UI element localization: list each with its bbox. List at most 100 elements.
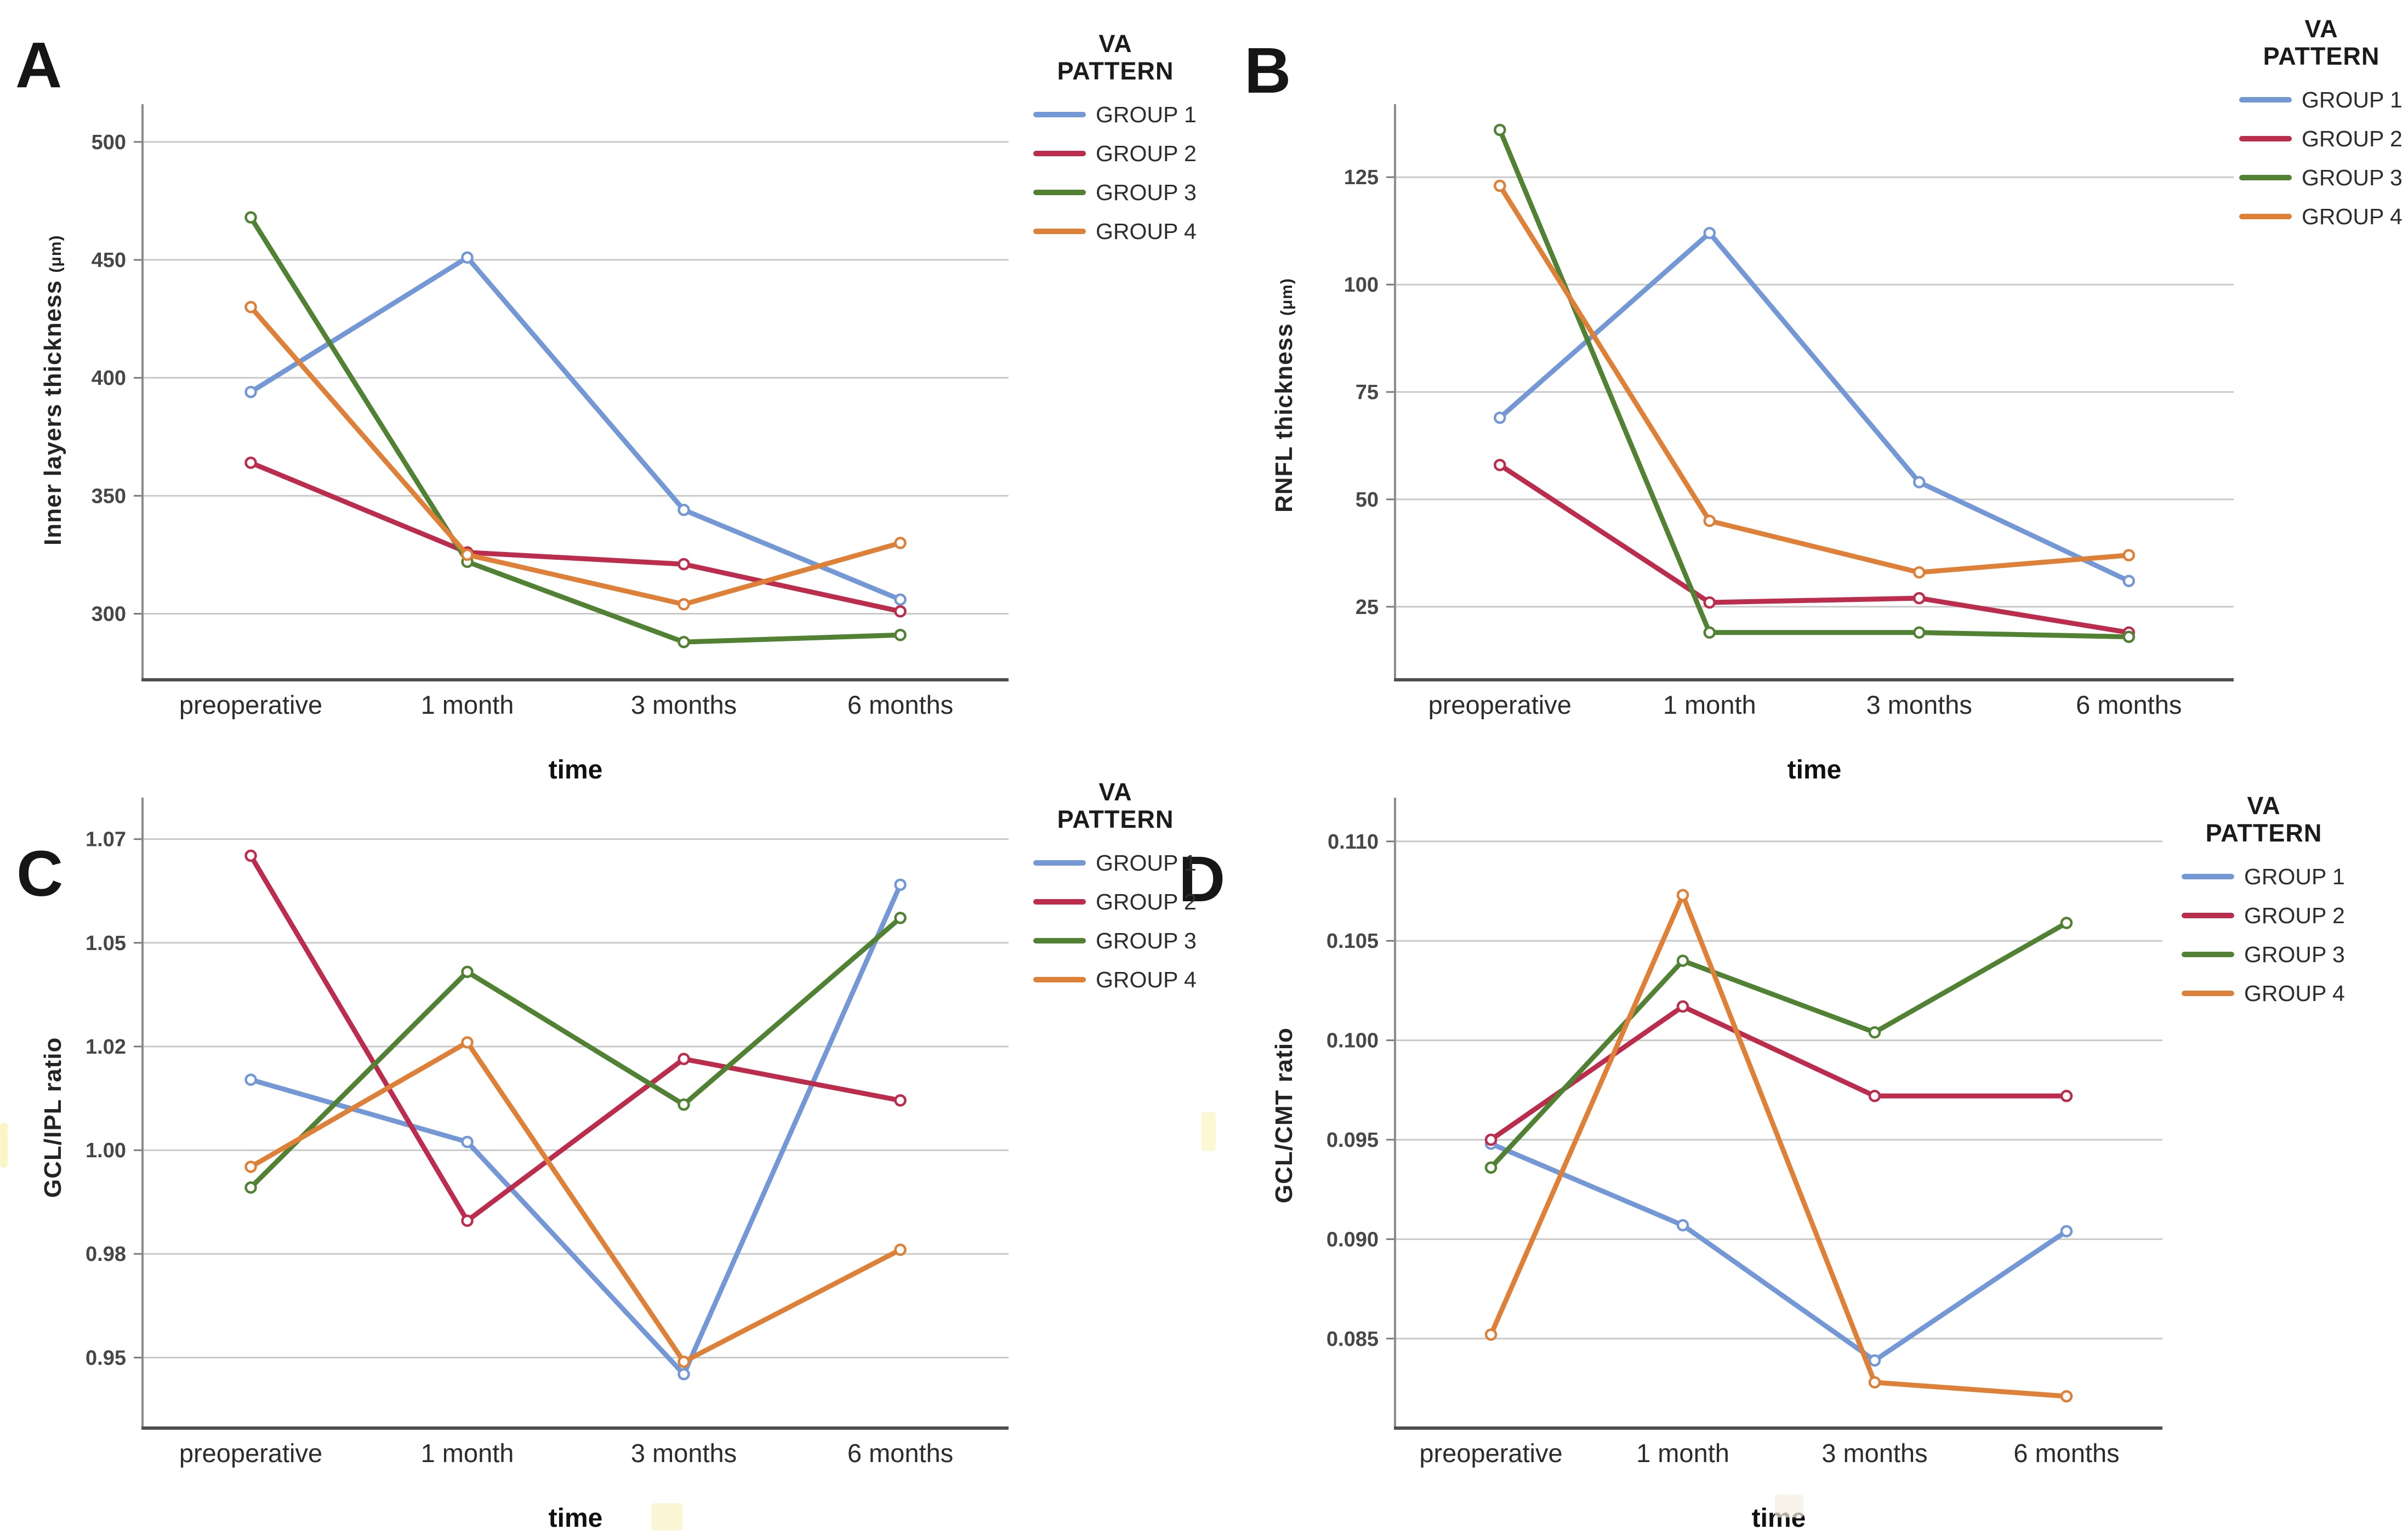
data-point-marker	[1913, 566, 1926, 579]
legend-entry-label: GROUP 4	[1096, 218, 1197, 244]
y-tick-label: 0.090	[1327, 1228, 1379, 1251]
series-line-group-2	[248, 460, 903, 614]
data-point-marker	[461, 548, 474, 561]
data-point-marker	[894, 605, 907, 618]
legend-entry-label: GROUP 2	[1096, 889, 1197, 914]
y-tick-label: 0.110	[1328, 831, 1379, 854]
legend-entry: GROUP 4	[2239, 204, 2404, 230]
data-point-marker	[244, 211, 257, 224]
y-tick-label: 1.02	[86, 1036, 126, 1059]
legend-line-swatch	[1033, 112, 1086, 118]
legend-line-swatch	[2182, 874, 2234, 880]
data-point-marker	[1868, 1376, 1881, 1389]
panel-c-letter: C	[16, 838, 64, 910]
data-point-marker	[1676, 889, 1689, 902]
legend-title: VA PATTERN	[1033, 778, 1198, 834]
y-tick-label: 0.105	[1327, 930, 1379, 953]
legend-line-swatch	[2239, 214, 2292, 220]
legend-line-swatch	[1033, 938, 1086, 944]
y-tick-label: 75	[1356, 381, 1379, 404]
y-tick-label: 350	[92, 485, 126, 508]
legend-entry: GROUP 1	[1033, 102, 1198, 128]
legend-entries: GROUP 1 GROUP 2 GROUP 3 GROUP 4	[2239, 87, 2404, 230]
data-point-marker	[894, 878, 907, 891]
y-tick-label: 1.07	[86, 828, 126, 851]
y-tick-label: 0.085	[1327, 1328, 1379, 1351]
data-point-marker	[1676, 1219, 1689, 1232]
legend-entries: GROUP 1 GROUP 2 GROUP 3 GROUP 4	[2182, 864, 2346, 1007]
data-point-marker	[244, 300, 257, 314]
data-point-marker	[1484, 1161, 1498, 1174]
series-line-group-2	[1497, 462, 2132, 635]
legend-title: VA PATTERN	[2182, 792, 2346, 848]
legend-line-swatch	[2239, 175, 2292, 181]
x-tick-label: preoperative	[179, 1439, 322, 1468]
legend-title-line2: PATTERN	[1057, 57, 1174, 86]
y-tick-label: 50	[1356, 488, 1379, 511]
x-tick-label: 1 month	[1636, 1439, 1729, 1468]
legend-entry-label: GROUP 2	[2302, 126, 2403, 151]
panel-d-plot: 0.085 0.090 0.095 0.100 0.105 0.110 preoperati…	[1327, 798, 2162, 1533]
data-point-marker	[2060, 1225, 2073, 1238]
legend-entry: GROUP 2	[1033, 889, 1198, 915]
data-point-marker	[461, 965, 474, 979]
legend-line-swatch	[1033, 977, 1086, 983]
data-point-marker	[894, 593, 907, 606]
data-point-marker	[244, 1073, 257, 1086]
legend-entry-label: GROUP 4	[1096, 967, 1197, 992]
panel-d-letter: D	[1179, 843, 1226, 916]
legend-title-line1: VA	[2247, 792, 2281, 820]
legend-title: VA PATTERN	[2239, 15, 2404, 71]
x-tick-label: 6 months	[847, 1439, 953, 1468]
data-point-marker	[1868, 1026, 1881, 1039]
x-tick-label: 6 months	[2013, 1439, 2119, 1468]
x-axis-title: time	[549, 1504, 603, 1533]
legend-title-line2: PATTERN	[2263, 42, 2380, 71]
highlight-artifact	[0, 1123, 8, 1168]
data-point-marker	[2060, 1089, 2073, 1102]
x-tick-label: 1 month	[1663, 690, 1756, 719]
data-point-marker	[2060, 1390, 2073, 1403]
data-point-marker	[1494, 179, 1506, 192]
series-line-group-2	[1488, 1004, 2069, 1142]
legend-entry-label: GROUP 1	[2244, 863, 2345, 889]
series-line-group-1	[1488, 1141, 2069, 1363]
y-tick-label: 0.100	[1327, 1030, 1379, 1053]
legend-entry: GROUP 2	[2239, 126, 2404, 152]
x-axis-title: time	[1788, 755, 1842, 784]
legend-title-line1: VA	[1098, 778, 1132, 806]
legend-entry: GROUP 3	[2239, 165, 2404, 191]
legend-panel-a: VA PATTERN GROUP 1 GROUP 2 GROUP 3 GROUP 4	[1033, 30, 1198, 245]
data-point-marker	[461, 1036, 474, 1049]
data-point-marker	[244, 1181, 257, 1194]
x-tick-label: 3 months	[631, 1439, 737, 1468]
legend-panel-c: VA PATTERN GROUP 1 GROUP 2 GROUP 3 GROUP 4	[1033, 778, 1198, 993]
y-tick-label: 0.095	[1327, 1129, 1379, 1152]
data-point-marker	[1494, 123, 1506, 137]
legend-entry: GROUP 1	[2182, 864, 2346, 890]
legend-line-swatch	[2182, 991, 2234, 997]
highlight-artifact	[1775, 1494, 1803, 1517]
y-tick-label: 25	[1356, 596, 1379, 619]
series-line-group-1	[1497, 230, 2132, 584]
x-axis-title: time	[549, 755, 603, 784]
data-point-marker	[244, 385, 257, 399]
series-line-group-4	[1488, 892, 2069, 1399]
legend-title-line1: VA	[2304, 15, 2338, 43]
data-point-marker	[1484, 1133, 1498, 1146]
y-tick-label: 400	[92, 367, 126, 390]
legend-entry-label: GROUP 3	[2302, 164, 2403, 190]
x-tick-label: preoperative	[179, 690, 322, 719]
data-point-marker	[678, 635, 690, 649]
x-tick-label: preoperative	[1428, 690, 1572, 719]
data-point-marker	[1676, 954, 1689, 967]
x-tick-label: 3 months	[1866, 690, 1972, 719]
data-point-marker	[1703, 626, 1716, 639]
series-line-group-4	[248, 304, 903, 607]
data-point-marker	[2060, 917, 2073, 929]
y-tick-label: 500	[92, 131, 126, 154]
legend-entry-label: GROUP 3	[1096, 928, 1197, 953]
data-point-marker	[894, 912, 907, 924]
x-tick-label: 3 months	[631, 690, 737, 719]
data-point-marker	[1913, 592, 1926, 605]
